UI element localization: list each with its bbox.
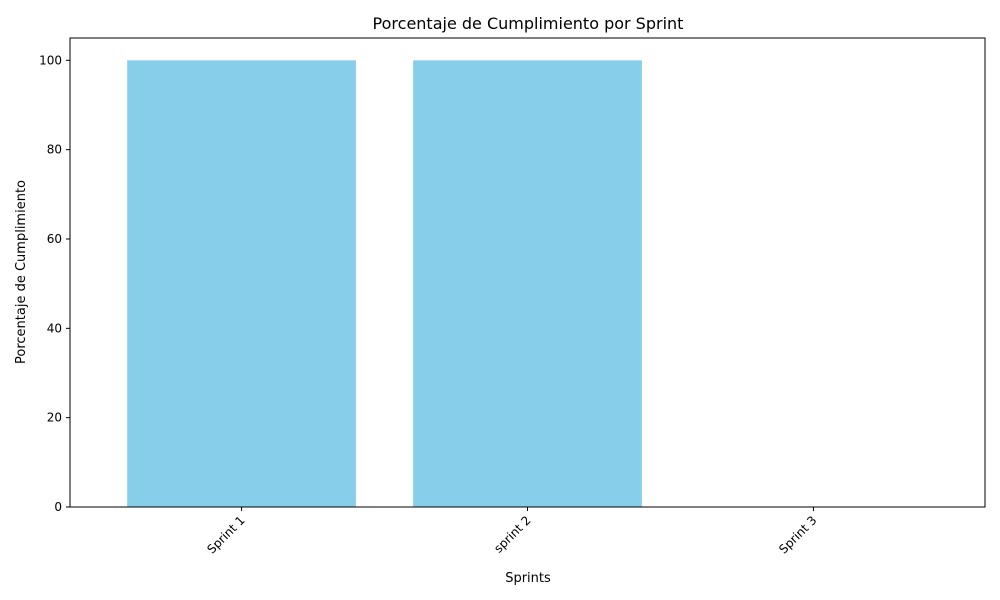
y-tick-label: 100 — [39, 53, 62, 67]
bar-1 — [127, 60, 356, 507]
y-tick-label: 0 — [54, 500, 62, 514]
y-tick-label: 80 — [47, 143, 62, 157]
y-tick-label: 20 — [47, 411, 62, 425]
bars-group — [127, 60, 642, 507]
x-axis-label: Sprints — [505, 571, 551, 586]
plot-frame — [69, 37, 986, 508]
chart-title: Porcentaje de Cumplimiento por Sprint — [373, 14, 684, 33]
y-tick-label: 60 — [47, 232, 62, 246]
y-tick-label: 40 — [47, 321, 62, 335]
y-axis-ticks: 0 20 40 60 80 100 — [39, 53, 70, 514]
bar-2 — [413, 60, 642, 507]
y-axis-label: Porcentaje de Cumplimiento — [14, 180, 29, 364]
